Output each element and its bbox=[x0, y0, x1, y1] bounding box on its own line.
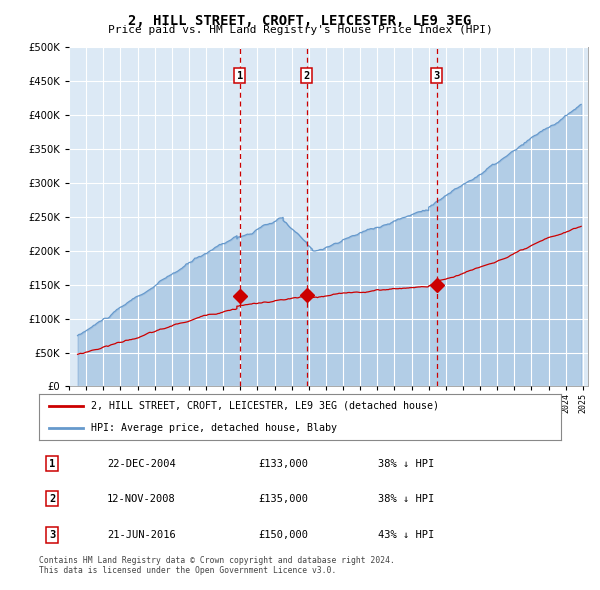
Text: 3: 3 bbox=[434, 71, 440, 81]
Text: 21-JUN-2016: 21-JUN-2016 bbox=[107, 530, 176, 540]
Text: 2: 2 bbox=[49, 494, 55, 503]
Text: This data is licensed under the Open Government Licence v3.0.: This data is licensed under the Open Gov… bbox=[39, 566, 337, 575]
Text: 38% ↓ HPI: 38% ↓ HPI bbox=[379, 458, 434, 468]
Text: 2, HILL STREET, CROFT, LEICESTER, LE9 3EG: 2, HILL STREET, CROFT, LEICESTER, LE9 3E… bbox=[128, 14, 472, 28]
Text: Price paid vs. HM Land Registry's House Price Index (HPI): Price paid vs. HM Land Registry's House … bbox=[107, 25, 493, 35]
Text: 1: 1 bbox=[49, 458, 55, 468]
Text: £133,000: £133,000 bbox=[258, 458, 308, 468]
Text: 22-DEC-2004: 22-DEC-2004 bbox=[107, 458, 176, 468]
Text: 12-NOV-2008: 12-NOV-2008 bbox=[107, 494, 176, 503]
Text: £135,000: £135,000 bbox=[258, 494, 308, 503]
Text: 2: 2 bbox=[304, 71, 310, 81]
Text: 2, HILL STREET, CROFT, LEICESTER, LE9 3EG (detached house): 2, HILL STREET, CROFT, LEICESTER, LE9 3E… bbox=[91, 401, 439, 411]
Text: 43% ↓ HPI: 43% ↓ HPI bbox=[379, 530, 434, 540]
Text: 1: 1 bbox=[236, 71, 243, 81]
Text: £150,000: £150,000 bbox=[258, 530, 308, 540]
Text: 3: 3 bbox=[49, 530, 55, 540]
Text: Contains HM Land Registry data © Crown copyright and database right 2024.: Contains HM Land Registry data © Crown c… bbox=[39, 556, 395, 565]
Text: HPI: Average price, detached house, Blaby: HPI: Average price, detached house, Blab… bbox=[91, 423, 337, 433]
Text: 38% ↓ HPI: 38% ↓ HPI bbox=[379, 494, 434, 503]
